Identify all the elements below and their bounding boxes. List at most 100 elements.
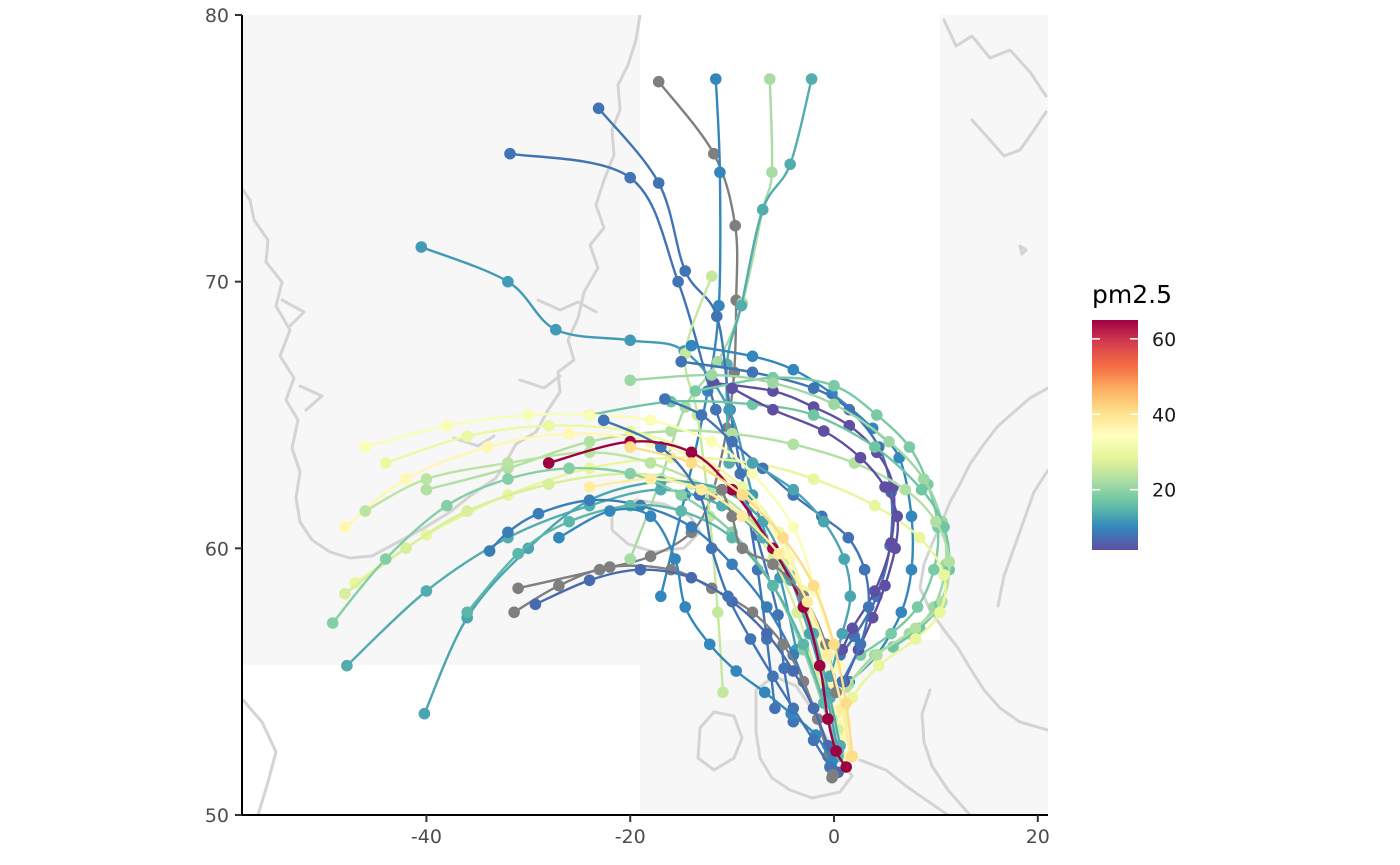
trajectory-point	[734, 467, 747, 480]
trajectory-point	[597, 414, 610, 427]
trajectory-point	[769, 702, 781, 715]
trajectory-point	[502, 526, 514, 539]
trajectory-point	[761, 601, 773, 613]
trajectory-point	[512, 547, 524, 560]
trajectory-point	[813, 659, 826, 672]
y-tick-label: 50	[205, 805, 229, 827]
trajectory-point	[844, 590, 857, 603]
trajectory-point	[655, 590, 667, 603]
y-tick-label: 80	[205, 5, 229, 27]
trajectory-point	[736, 542, 749, 555]
trajectory-point	[746, 366, 759, 379]
trajectory-point	[807, 702, 820, 715]
greenland-coast-inlet-5	[280, 298, 306, 328]
legend-title: pm2.5	[1092, 280, 1172, 309]
trajectory-point	[708, 147, 720, 160]
trajectory-point	[529, 598, 542, 611]
bear-island	[1018, 244, 1028, 256]
trajectory-line	[547, 440, 848, 769]
trajectory-point	[624, 467, 636, 480]
trajectory-point	[869, 499, 881, 512]
trajectory-point	[359, 441, 372, 453]
trajectory-30	[597, 414, 836, 773]
trajectory-point	[326, 617, 339, 629]
trajectory-point	[787, 521, 800, 533]
trajectory-point	[604, 505, 616, 517]
trajectory-point	[787, 702, 800, 715]
trajectory-point	[938, 569, 950, 581]
x-tick-label: -40	[411, 826, 442, 848]
trajectory-line	[602, 419, 832, 769]
trajectory-point	[879, 481, 891, 493]
y-tick-label: 60	[205, 538, 229, 560]
trajectory-point	[644, 457, 657, 469]
trajectory-point	[624, 171, 636, 184]
trajectory-point	[843, 403, 856, 416]
trajectory-point	[542, 419, 555, 432]
trajectory-point	[736, 489, 749, 501]
colorbar	[1092, 320, 1138, 550]
trajectory-point	[359, 505, 372, 517]
trajectory-point	[583, 494, 596, 507]
svalbard-island	[970, 110, 1048, 158]
trajectory-point	[767, 385, 779, 397]
trajectory-point	[420, 473, 433, 485]
trajectory-point	[735, 299, 748, 312]
trajectory-point	[624, 374, 636, 387]
x-axis-ticks: -40 -20 0 20	[411, 815, 1050, 848]
trajectory-point	[502, 457, 514, 469]
trajectory-point	[723, 403, 735, 416]
trajectory-point	[379, 457, 392, 469]
trajectory-point	[512, 582, 524, 595]
trajectory-point	[679, 265, 691, 277]
y-tick-label: 70	[205, 272, 229, 294]
trajectory-point	[441, 499, 453, 512]
trajectory-point	[542, 478, 555, 491]
trajectory-point	[746, 467, 759, 480]
trajectory-point	[695, 409, 708, 421]
trajectory-point	[508, 606, 520, 619]
trajectory-point	[726, 558, 738, 571]
trajectory-point	[869, 441, 881, 453]
trajectory-point	[822, 713, 834, 725]
trajectory-point	[787, 363, 800, 376]
trajectory-point	[550, 323, 562, 336]
trajectory-point	[726, 382, 738, 395]
trajectory-point	[729, 219, 741, 232]
trajectory-point	[767, 377, 779, 389]
axes: -40 -20 0 20 50 60 70 80	[205, 5, 1050, 848]
trajectory-point	[895, 606, 908, 619]
greenland-coast-inlet-2	[518, 374, 562, 390]
trajectory-point	[675, 505, 687, 517]
trajectory-point	[889, 542, 901, 555]
trajectory-point	[710, 403, 722, 416]
trajectory-point	[885, 627, 897, 640]
trajectory-point	[777, 638, 789, 651]
trajectory-point	[828, 398, 840, 411]
trajectory-point	[871, 409, 883, 421]
trajectory-point	[730, 665, 742, 677]
trajectory-point	[703, 638, 716, 651]
trajectory-point	[712, 606, 724, 619]
trajectory-point	[652, 75, 665, 88]
trajectory-point	[854, 638, 867, 651]
trajectory-point	[913, 531, 926, 544]
trajectory-point	[563, 462, 575, 475]
trajectory-point	[583, 481, 596, 493]
trajectory-point	[934, 606, 946, 619]
trajectory-point	[652, 177, 665, 189]
trajectory-point	[644, 550, 657, 563]
trajectory-point	[341, 659, 353, 672]
trajectory-point	[553, 531, 565, 544]
canada-coastline	[243, 698, 278, 815]
trajectory-point	[420, 483, 433, 496]
trajectory-point	[784, 158, 796, 171]
x-tick-label: 20	[1026, 826, 1050, 848]
trajectory-point	[869, 585, 881, 597]
trajectory-point	[710, 73, 722, 85]
land-greenland	[243, 15, 640, 665]
trajectory-point	[685, 571, 698, 584]
trajectory-point	[911, 601, 924, 613]
trajectory-point	[787, 665, 800, 677]
trajectory-point	[840, 697, 852, 709]
